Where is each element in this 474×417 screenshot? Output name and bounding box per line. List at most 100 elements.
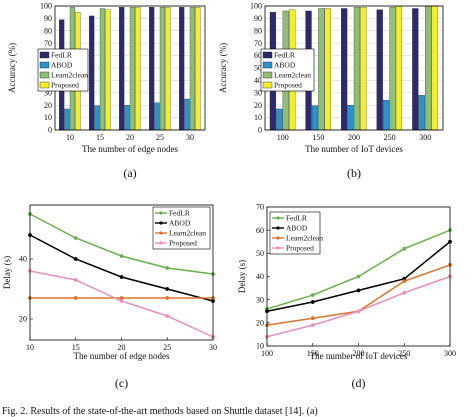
bar-learn2clean-25 xyxy=(159,7,166,131)
legend-label: ABOD xyxy=(286,224,308,233)
y-tick-label: 100 xyxy=(250,2,262,11)
chart-a: 01020304050607080901001015202530The numb… xyxy=(7,2,206,180)
x-tick-label: 150 xyxy=(312,133,324,142)
legend-swatch xyxy=(39,61,50,69)
x-axis-label: The number of edge nodes xyxy=(74,351,170,361)
y-tick-label: 90 xyxy=(254,14,262,23)
bar-fedlr-25 xyxy=(149,7,155,131)
legend-label: Proposed xyxy=(286,244,314,253)
point-fedlr-150 xyxy=(310,293,315,297)
point-learn2clean-20 xyxy=(119,296,124,300)
bar-proposed-25 xyxy=(165,7,171,131)
x-tick-label: 15 xyxy=(72,343,80,352)
bar-fedlr-15 xyxy=(89,15,95,131)
y-tick-label: 30 xyxy=(254,88,262,97)
legend-label: FedLR xyxy=(51,51,72,60)
y-tick-label: 40 xyxy=(254,76,262,85)
bar-fedlr-250 xyxy=(376,9,383,131)
y-tick-label: 20 xyxy=(254,101,262,110)
legend-label: Proposed xyxy=(51,81,79,90)
y-tick-label: 100 xyxy=(40,2,52,11)
y-axis-label: Delay (s) xyxy=(2,256,12,289)
y-tick-label: 80 xyxy=(44,26,52,35)
point-learn2clean-25 xyxy=(165,296,170,300)
subplot-label: (d) xyxy=(352,376,366,390)
x-tick-label: 10 xyxy=(26,343,34,352)
x-tick-label: 15 xyxy=(96,133,104,142)
point-fedlr-25 xyxy=(165,266,170,270)
legend-label: Proposed xyxy=(169,239,197,248)
y-tick-label: 10 xyxy=(256,342,264,351)
x-tick-label: 25 xyxy=(163,343,171,352)
y-tick-label: 60 xyxy=(254,51,262,60)
subplot-label: (a) xyxy=(123,166,136,180)
point-abod-20 xyxy=(119,275,124,279)
y-tick-label: 0 xyxy=(48,126,52,135)
bar-proposed-20 xyxy=(135,7,141,131)
bar-proposed-200 xyxy=(360,7,367,131)
bar-abod-25 xyxy=(154,102,160,131)
x-tick-label: 30 xyxy=(186,133,194,142)
legend-label: ABOD xyxy=(51,61,73,70)
bar-learn2clean-300 xyxy=(425,5,432,131)
y-axis-label: Accuracy (%) xyxy=(218,43,228,93)
bar-proposed-30 xyxy=(195,7,201,131)
legend-swatch xyxy=(262,71,273,79)
y-tick-label: 30 xyxy=(44,88,52,97)
bar-abod-100 xyxy=(276,108,283,131)
legend-marker xyxy=(159,241,163,245)
bar-learn2clean-15 xyxy=(99,8,106,131)
y-tick-label: 80 xyxy=(254,26,262,35)
point-proposed-200 xyxy=(356,309,361,314)
y-tick-label: 50 xyxy=(254,64,262,73)
plot-frame xyxy=(266,206,451,347)
legend-label: FedLR xyxy=(286,214,307,223)
bar-abod-10 xyxy=(64,108,70,131)
x-tick-label: 10 xyxy=(66,133,74,142)
point-abod-15 xyxy=(73,257,78,261)
point-abod-25 xyxy=(165,287,170,291)
legend-swatch xyxy=(39,81,50,89)
legend-swatch xyxy=(39,71,50,79)
plot-frame xyxy=(29,204,214,341)
point-proposed-25 xyxy=(165,314,170,318)
bar-abod-300 xyxy=(418,95,425,131)
legend-label: Learn2clean xyxy=(51,71,88,80)
bar-learn2clean-200 xyxy=(353,7,361,131)
x-tick-label: 200 xyxy=(348,133,360,142)
y-tick-label: 70 xyxy=(44,39,52,48)
point-learn2clean-15 xyxy=(73,296,78,300)
x-tick-label: 250 xyxy=(384,133,396,142)
y-tick-label: 70 xyxy=(254,39,262,48)
y-tick-label: 20 xyxy=(256,318,264,327)
x-tick-label: 30 xyxy=(209,343,217,352)
bar-abod-20 xyxy=(124,105,130,131)
y-tick-label: 20 xyxy=(19,315,27,324)
legend-label: FedLR xyxy=(274,51,295,60)
x-axis-label: The number of edge nodes xyxy=(82,144,178,154)
point-learn2clean-150 xyxy=(310,316,315,321)
legend-swatch xyxy=(39,51,50,59)
chart-c: 20 40 10 15 20 25 30 The number of edge nodes De… xyxy=(2,204,217,390)
point-proposed-250 xyxy=(402,290,407,295)
legend-marker xyxy=(159,231,163,235)
y-axis-label: Accuracy (%) xyxy=(7,43,17,93)
legend-marker xyxy=(276,246,280,250)
bar-learn2clean-20 xyxy=(129,7,136,131)
x-tick-label: 100 xyxy=(261,349,273,358)
y-tick-label: 30 xyxy=(256,295,264,304)
x-axis-label: The number of IoT devices xyxy=(305,144,403,154)
bar-abod-15 xyxy=(94,105,100,131)
y-axis-label: Delay (s) xyxy=(237,260,247,293)
bar-abod-30 xyxy=(184,98,190,131)
legend-label: ABOD xyxy=(274,61,296,70)
bar-learn2clean-150 xyxy=(318,8,325,131)
y-tick-label: 90 xyxy=(44,14,52,23)
y-tick-label: 0 xyxy=(258,126,262,135)
legend-swatch xyxy=(262,81,273,89)
x-tick-label: 20 xyxy=(118,343,126,352)
point-learn2clean-250 xyxy=(402,279,407,284)
legend-marker xyxy=(276,236,280,240)
x-tick-label: 20 xyxy=(126,133,134,142)
y-tick-label: 20 xyxy=(44,101,52,110)
